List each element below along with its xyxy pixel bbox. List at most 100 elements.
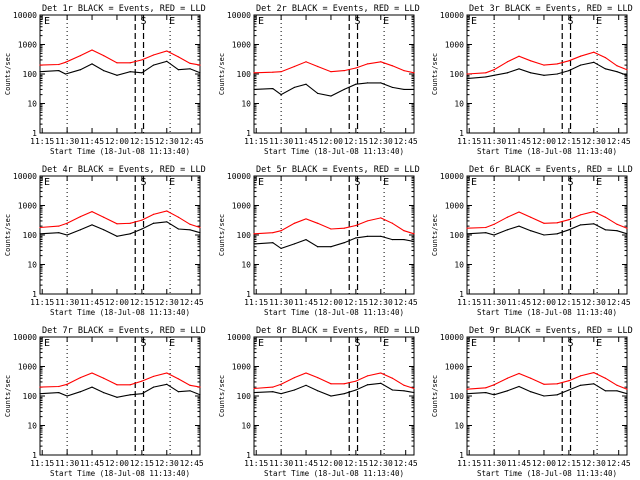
- events-series-point: [79, 391, 82, 393]
- lld-series-point: [403, 230, 405, 232]
- y-tick-label: 1000: [232, 41, 251, 50]
- x-axis-label: Start Time (18-Jul-08 11:13:40): [477, 469, 617, 478]
- panel-det-5r: Det 5r BLACK = Events, RED = LLD 1 10 100 10…: [218, 165, 420, 317]
- events-series-point: [293, 86, 296, 89]
- lld-series-point: [493, 69, 495, 71]
- panel-title: Det 5r BLACK = Events, RED = LLD: [256, 165, 420, 175]
- start-marker-label: S: [568, 177, 574, 188]
- events-series-point: [39, 233, 41, 235]
- panel-det-8r: Det 8r BLACK = Events, RED = LLD 1 10 100 10…: [218, 326, 420, 478]
- y-tick-label: 1: [459, 451, 464, 460]
- lld-series-point: [391, 65, 394, 67]
- x-axis: 11:15 11:30 11:45 12:00 12:15 12:30 12:45Start…: [457, 15, 631, 156]
- lld-series-point: [152, 375, 155, 378]
- x-tick-label: 11:15: [457, 298, 481, 307]
- events-series-point: [530, 72, 532, 74]
- lld-series-point: [543, 222, 545, 224]
- lld-series-point: [543, 64, 545, 66]
- lld-series-point: [366, 220, 369, 222]
- x-tick-label: 12:30: [582, 459, 606, 468]
- lld-series-path: [253, 217, 415, 235]
- events-series-point: [343, 88, 345, 91]
- x-axis: 11:15 11:30 11:45 12:00 12:15 12:30 12:45Start…: [457, 176, 631, 317]
- time-markers: S EE: [466, 337, 602, 455]
- lld-series-point: [91, 372, 93, 374]
- time-markers: S EE: [253, 176, 389, 294]
- left-end-marker-label: E: [258, 16, 264, 27]
- x-tick-label: 11:30: [482, 298, 506, 307]
- events-series-point: [317, 246, 319, 248]
- start-marker-label: S: [141, 338, 147, 349]
- y-tick-label: 10000: [440, 333, 464, 342]
- x-tick-label: 11:30: [269, 137, 293, 146]
- lld-series-point: [305, 372, 307, 374]
- panel-det-7r: Det 7r BLACK = Events, RED = LLD 1 10 100 10…: [4, 326, 206, 478]
- events-series-point: [58, 392, 60, 394]
- events-series-point: [518, 385, 520, 388]
- events-series-point: [413, 88, 415, 91]
- start-marker-label: S: [355, 177, 361, 188]
- left-end-marker-label: E: [44, 16, 50, 27]
- start-marker-label: S: [568, 16, 574, 27]
- events-series-point: [506, 390, 509, 392]
- lld-series-point: [543, 383, 545, 385]
- lld-series-point: [355, 67, 357, 69]
- lld-series-point: [579, 214, 582, 216]
- lld-series-point: [39, 64, 41, 66]
- lld-series: [253, 217, 415, 235]
- lld-series-point: [568, 60, 570, 62]
- lld-series-point: [64, 61, 67, 63]
- y-axis-label: Counts/sec: [218, 214, 226, 256]
- lld-series: [253, 61, 415, 74]
- events-series-point: [199, 394, 201, 396]
- lld-series-point: [39, 226, 41, 229]
- end-marker-label: E: [169, 338, 175, 349]
- left-end-marker-label: E: [258, 177, 264, 188]
- y-axis: 1 10 100 1000 10000 Counts/sec: [431, 11, 627, 138]
- events-series-point: [556, 394, 558, 396]
- x-tick-label: 11:15: [457, 459, 481, 468]
- y-tick-label: 1000: [18, 41, 37, 50]
- panel-det-1r: Det 1r BLACK = Events, RED = LLD 1 10 100 10…: [4, 4, 206, 156]
- events-series-point: [466, 393, 468, 395]
- lld-series-point: [293, 377, 296, 379]
- x-tick-label: 12:00: [532, 298, 556, 307]
- y-axis-label: Counts/sec: [4, 214, 12, 256]
- lld-series-point: [604, 216, 607, 218]
- lld-series-point: [355, 224, 357, 227]
- lld-series-point: [626, 227, 628, 229]
- time-markers: S EE: [466, 176, 602, 294]
- events-series-point: [129, 233, 131, 235]
- x-axis-label: Start Time (18-Jul-08 11:13:40): [50, 469, 190, 478]
- events-series-point: [556, 233, 558, 235]
- events-series-point: [568, 229, 570, 231]
- lld-series-point: [506, 61, 509, 63]
- lld-series-point: [413, 387, 415, 390]
- lld-series-point: [530, 60, 532, 62]
- lld-series-point: [493, 384, 495, 386]
- lld-series-point: [403, 70, 405, 72]
- lld-series-point: [506, 216, 509, 218]
- x-tick-label: 12:00: [105, 298, 129, 307]
- x-tick-label: 12:45: [607, 298, 631, 307]
- x-axis-label: Start Time (18-Jul-08 11:13:40): [477, 308, 617, 317]
- x-tick-label: 12:30: [155, 137, 179, 146]
- y-axis-label: Counts/sec: [431, 214, 439, 256]
- events-series-point: [604, 390, 607, 392]
- lld-series-path: [39, 372, 201, 388]
- events-series: [466, 61, 628, 80]
- x-tick-label: 12:15: [344, 137, 368, 146]
- events-series-point: [330, 246, 332, 248]
- lld-series-point: [166, 50, 168, 52]
- events-series-point: [64, 73, 67, 75]
- events-series-point: [530, 391, 532, 393]
- events-series-point: [253, 392, 255, 394]
- x-tick-label: 12:45: [180, 298, 204, 307]
- x-tick-label: 12:00: [105, 459, 129, 468]
- events-series-point: [616, 390, 618, 392]
- lld-series-point: [466, 388, 468, 390]
- y-tick-label: 10000: [13, 11, 37, 20]
- lld-series-point: [152, 213, 155, 215]
- x-axis: 11:15 11:30 11:45 12:00 12:15 12:30 12:45Start…: [457, 337, 631, 478]
- y-tick-label: 1: [246, 451, 251, 460]
